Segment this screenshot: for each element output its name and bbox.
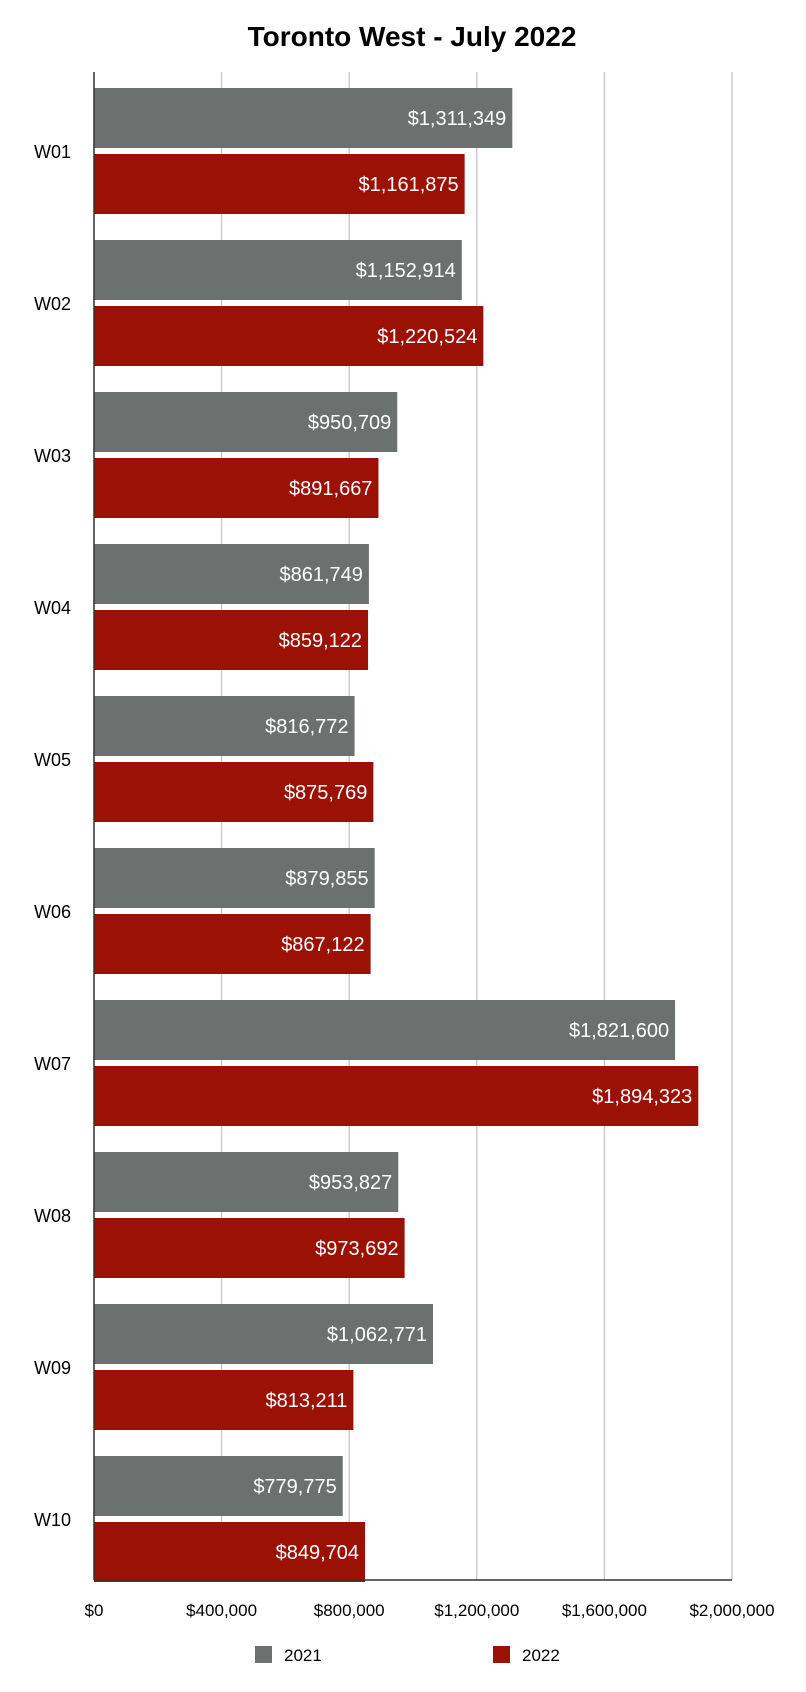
x-tick-label: $800,000	[314, 1601, 385, 1620]
bar-value-label: $1,062,771	[327, 1324, 427, 1346]
bar-2021-W03	[94, 392, 398, 452]
bar-value-label: $1,152,914	[356, 260, 456, 282]
bar-value-label: $1,311,349	[408, 108, 507, 130]
bar-2022-W09	[94, 1370, 354, 1430]
category-label: W10	[34, 1510, 71, 1530]
category-label: W05	[34, 750, 71, 770]
bar-value-label: $973,692	[315, 1238, 398, 1260]
bar-value-label: $1,220,524	[377, 326, 477, 348]
bar-value-label: $891,667	[289, 478, 372, 500]
x-tick-label: $400,000	[186, 1601, 257, 1620]
bar-value-label: $861,749	[279, 564, 362, 586]
bar-value-label: $875,769	[284, 782, 367, 804]
bar-2021-W07	[94, 1000, 676, 1060]
bar-value-label: $859,122	[279, 630, 362, 652]
x-tick-label: $0	[85, 1601, 104, 1620]
legend: 2021 2022	[255, 1646, 560, 1665]
bar-value-label: $879,855	[285, 868, 368, 890]
bar-value-label: $1,161,875	[359, 174, 459, 196]
x-tick-label: $1,200,000	[434, 1601, 519, 1620]
bar-value-label: $953,827	[309, 1172, 392, 1194]
bar-2022-W05	[94, 762, 374, 822]
legend-label: 2021	[284, 1646, 322, 1665]
bars: $1,311,349 $1,161,875 $1,152,914 $1,220,524…	[94, 88, 699, 1582]
legend-label: 2022	[522, 1646, 560, 1665]
bar-2022-W07	[94, 1066, 699, 1126]
category-label: W02	[34, 294, 71, 314]
bar-2021-W08	[94, 1152, 399, 1212]
bar-2022-W01	[94, 154, 465, 214]
category-label: W06	[34, 902, 71, 922]
x-tick-label: $2,000,000	[689, 1601, 774, 1620]
bar-2022-W03	[94, 458, 379, 518]
category-label: W04	[34, 598, 71, 618]
bar-value-label: $950,709	[308, 412, 391, 434]
legend-swatch	[255, 1646, 272, 1663]
x-tick-label: $1,600,000	[562, 1601, 647, 1620]
bar-2021-W10	[94, 1456, 343, 1516]
bar-2021-W06	[94, 848, 375, 908]
bar-2021-W09	[94, 1304, 434, 1364]
bar-2021-W05	[94, 696, 355, 756]
bar-2021-W01	[94, 88, 513, 148]
bar-value-label: $1,821,600	[569, 1020, 669, 1042]
bar-value-label: $816,772	[265, 716, 348, 738]
bar-2021-W02	[94, 240, 462, 300]
bar-value-label: $1,894,323	[592, 1086, 692, 1108]
bar-2022-W02	[94, 306, 484, 366]
axes: $0 $400,000 $800,000 $1,200,000 $1,600,000 $2…	[34, 72, 775, 1620]
category-label: W09	[34, 1358, 71, 1378]
bar-value-label: $779,775	[253, 1476, 336, 1498]
category-label: W08	[34, 1206, 71, 1226]
category-label: W07	[34, 1054, 71, 1074]
legend-swatch	[493, 1646, 510, 1663]
bar-2022-W06	[94, 914, 371, 974]
bar-value-label: $849,704	[276, 1542, 359, 1564]
category-label: W03	[34, 446, 71, 466]
category-label: W01	[34, 142, 71, 162]
bar-2022-W08	[94, 1218, 405, 1278]
bar-2022-W04	[94, 610, 369, 670]
bar-2021-W04	[94, 544, 369, 604]
bar-value-label: $867,122	[281, 934, 364, 956]
bar-2022-W10	[94, 1522, 366, 1582]
chart-title: Toronto West - July 2022	[248, 21, 577, 52]
bar-value-label: $813,211	[265, 1390, 347, 1412]
